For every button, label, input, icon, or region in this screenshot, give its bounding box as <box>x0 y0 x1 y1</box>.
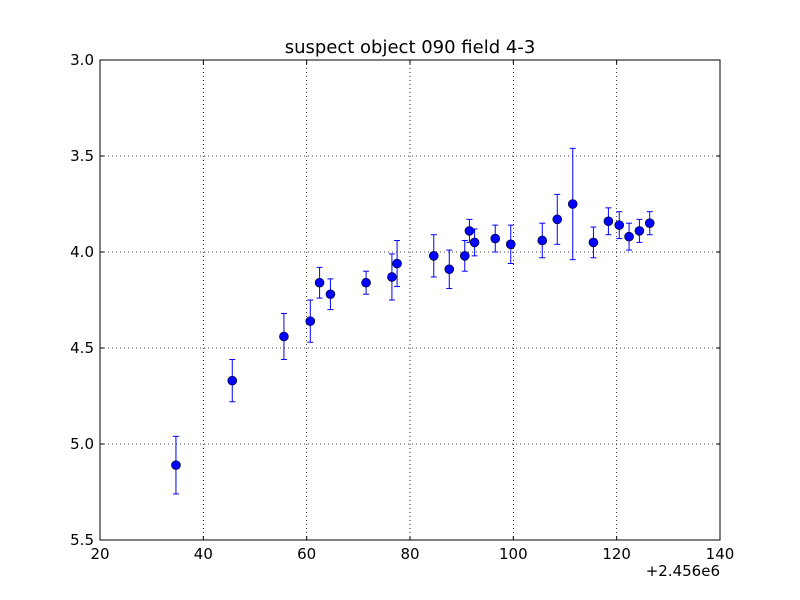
data-point <box>279 331 289 342</box>
data-point <box>444 264 455 275</box>
data-points <box>171 199 655 470</box>
data-point <box>469 237 480 248</box>
data-point <box>603 216 614 227</box>
data-point <box>614 220 625 230</box>
data-point <box>459 251 470 261</box>
y-tick-label: 4.5 <box>70 339 94 357</box>
data-point <box>490 233 501 244</box>
data-point <box>325 289 336 300</box>
y-tick-label: 4.0 <box>70 243 94 261</box>
y-tick-label: 3.5 <box>70 147 94 165</box>
y-tick-label: 5.0 <box>70 435 94 453</box>
y-tick-labels: 3.0 3.5 4.0 4.5 5.0 5.5 <box>70 51 94 549</box>
x-tick-label: 60 <box>297 545 316 563</box>
data-point <box>537 235 548 246</box>
data-point <box>314 277 325 288</box>
data-point <box>305 316 316 326</box>
x-tick-label: 20 <box>90 545 109 563</box>
data-point <box>624 231 634 242</box>
data-point <box>552 214 563 225</box>
ticks <box>99 59 721 541</box>
x-axis-offset-label: +2.456e6 <box>646 562 720 580</box>
x-tick-label: 100 <box>499 545 528 563</box>
y-tick-label: 5.5 <box>70 531 94 549</box>
data-point <box>644 218 655 228</box>
data-point <box>464 226 475 236</box>
data-point <box>387 272 397 282</box>
data-point <box>634 226 645 236</box>
x-tick-label: 40 <box>194 545 213 563</box>
data-point <box>505 239 516 250</box>
data-point <box>428 251 439 261</box>
data-point <box>567 199 578 209</box>
data-point <box>227 375 238 386</box>
x-tick-label: 80 <box>400 545 419 563</box>
x-tick-label: 140 <box>706 545 735 563</box>
x-tick-labels: 20 40 60 80 100 120 140 <box>90 545 734 563</box>
data-point <box>588 237 599 248</box>
data-point <box>392 258 402 269</box>
data-point <box>361 277 371 288</box>
data-point <box>171 460 181 470</box>
y-tick-label: 3.0 <box>70 51 94 69</box>
x-tick-label: 120 <box>602 545 631 563</box>
chart-title: suspect object 090 field 4-3 <box>285 37 536 58</box>
